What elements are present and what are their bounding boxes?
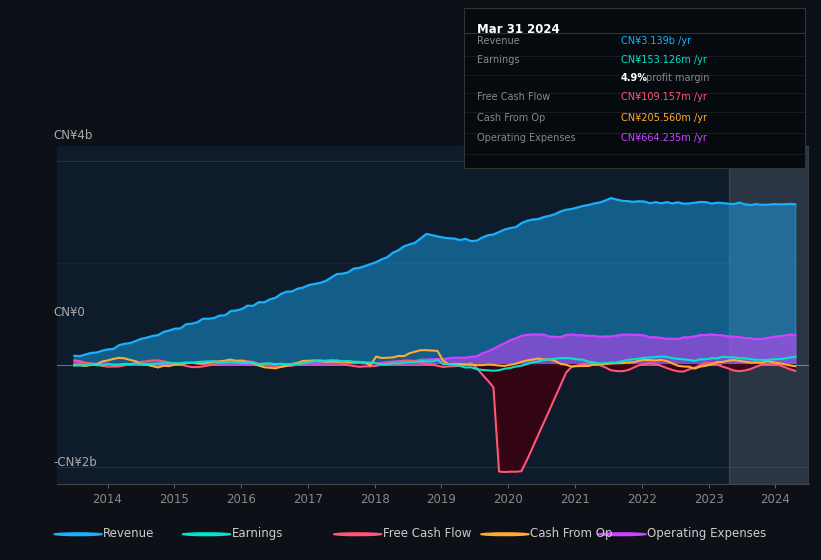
- Circle shape: [54, 533, 103, 535]
- Bar: [728, 146, 809, 484]
- Circle shape: [598, 533, 646, 535]
- Text: Revenue: Revenue: [103, 527, 154, 540]
- Text: Free Cash Flow: Free Cash Flow: [383, 527, 471, 540]
- Text: Earnings: Earnings: [232, 527, 283, 540]
- Text: -CN¥2b: -CN¥2b: [53, 456, 98, 469]
- Text: CN¥153.126m /yr: CN¥153.126m /yr: [621, 55, 706, 66]
- Text: profit margin: profit margin: [646, 73, 709, 83]
- Text: CN¥0: CN¥0: [53, 306, 85, 319]
- Circle shape: [481, 533, 529, 535]
- Circle shape: [182, 533, 231, 535]
- Text: CN¥205.560m /yr: CN¥205.560m /yr: [621, 113, 707, 123]
- Text: CN¥3.139b /yr: CN¥3.139b /yr: [621, 36, 690, 46]
- Text: Cash From Op: Cash From Op: [478, 113, 546, 123]
- Text: Operating Expenses: Operating Expenses: [478, 133, 576, 143]
- Text: Mar 31 2024: Mar 31 2024: [478, 23, 560, 36]
- Text: Earnings: Earnings: [478, 55, 520, 66]
- Text: CN¥4b: CN¥4b: [53, 129, 93, 142]
- Text: Cash From Op: Cash From Op: [530, 527, 612, 540]
- Text: CN¥664.235m /yr: CN¥664.235m /yr: [621, 133, 706, 143]
- Text: 4.9%: 4.9%: [621, 73, 648, 83]
- Text: CN¥109.157m /yr: CN¥109.157m /yr: [621, 92, 706, 102]
- Text: Operating Expenses: Operating Expenses: [647, 527, 766, 540]
- Circle shape: [333, 533, 382, 535]
- Text: Free Cash Flow: Free Cash Flow: [478, 92, 551, 102]
- Text: Revenue: Revenue: [478, 36, 521, 46]
